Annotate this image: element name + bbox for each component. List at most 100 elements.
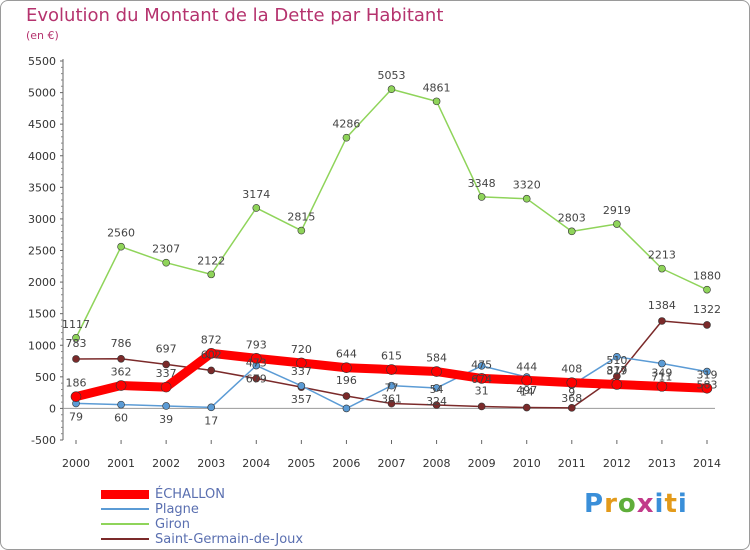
data-point-echallon (341, 362, 352, 374)
data-point-plagne (117, 400, 125, 409)
data-label: 473 (246, 357, 267, 370)
data-point-saint-germain-de-joux (207, 366, 216, 375)
data-label: 17 (204, 414, 218, 427)
data-point-giron (432, 97, 441, 106)
data-point-giron (252, 204, 261, 212)
data-label: 9 (568, 386, 575, 399)
data-point-giron (207, 270, 216, 279)
chart-subtitle: (en €) (26, 29, 59, 42)
y-tick-label: 4500 (28, 118, 56, 131)
data-label: 497 (516, 384, 537, 397)
y-tick-label: 5500 (28, 55, 56, 68)
data-label: 674 (471, 373, 492, 386)
data-point-echallon (250, 353, 262, 364)
data-point-plagne (342, 404, 351, 413)
data-point-giron (387, 85, 396, 94)
data-point-echallon (566, 377, 578, 388)
data-point-saint-germain-de-joux (432, 401, 441, 409)
x-tick-label: 2005 (287, 457, 315, 470)
data-point-echallon (115, 380, 127, 391)
x-tick-label: 2008 (423, 457, 451, 470)
data-label: 4861 (423, 81, 451, 94)
y-tick-label: 0 (49, 402, 56, 415)
data-label: 583 (697, 379, 718, 392)
data-label: 337 (291, 365, 312, 378)
x-tick-label: 2009 (468, 457, 496, 470)
data-label: 2307 (152, 243, 180, 256)
x-tick-label: 2012 (603, 457, 631, 470)
data-label: 324 (426, 395, 447, 408)
data-label: 14 (520, 386, 534, 399)
legend-label: Plagne (155, 502, 199, 517)
data-point-saint-germain-de-joux (387, 399, 396, 408)
x-tick-label: 2000 (62, 457, 90, 470)
data-point-echallon (701, 382, 713, 394)
data-point-echallon (70, 391, 82, 402)
data-point-echallon (431, 366, 442, 377)
data-label: 584 (426, 352, 447, 365)
data-point-echallon (205, 348, 217, 359)
data-point-echallon (296, 357, 307, 369)
data-label: 408 (561, 363, 582, 376)
data-point-saint-germain-de-joux (703, 321, 711, 329)
data-point-plagne (477, 362, 486, 370)
data-label: 337 (156, 367, 177, 380)
data-point-plagne (387, 381, 396, 390)
data-label: 2919 (603, 204, 631, 217)
y-tick-label: -500 (31, 434, 56, 447)
legend-swatch (101, 538, 149, 540)
x-tick-label: 2010 (513, 457, 541, 470)
x-tick-label: 2007 (378, 457, 406, 470)
data-point-giron (567, 227, 576, 236)
data-label: 1384 (648, 299, 676, 312)
x-tick-label: 2011 (558, 457, 586, 470)
data-label: 872 (201, 333, 222, 346)
data-point-saint-germain-de-joux (252, 374, 261, 383)
data-label: 77 (385, 382, 399, 395)
data-label: 357 (291, 393, 312, 406)
y-tick-label: 3500 (28, 181, 56, 194)
data-point-echallon (476, 373, 487, 384)
x-tick-label: 2001 (107, 457, 135, 470)
x-tick-label: 2003 (197, 457, 225, 470)
x-tick-label: 2002 (152, 457, 180, 470)
data-label: 379 (606, 364, 627, 377)
data-point-saint-germain-de-joux (342, 392, 351, 400)
data-point-giron (117, 242, 125, 251)
data-label: 615 (381, 350, 402, 363)
data-point-plagne (613, 353, 621, 361)
data-point-plagne (703, 367, 711, 376)
data-label: 79 (69, 410, 83, 423)
data-label: 783 (66, 337, 87, 350)
data-point-giron (613, 220, 621, 228)
data-label: 54 (430, 383, 444, 396)
data-label: 186 (66, 377, 87, 390)
data-label: 644 (336, 348, 357, 361)
data-label: 475 (471, 358, 492, 371)
data-point-giron (522, 194, 531, 203)
y-tick-label: 1500 (28, 308, 56, 321)
data-point-echallon (656, 381, 668, 392)
x-tick-label: 2006 (332, 457, 360, 470)
data-point-giron (703, 285, 711, 294)
x-tick-label: 2004 (242, 457, 270, 470)
data-label: 3320 (513, 179, 541, 192)
data-point-giron (342, 133, 351, 142)
data-label: 2560 (107, 227, 135, 240)
legend-swatch (101, 508, 149, 510)
legend-label: Saint-Germain-de-Joux (155, 532, 304, 547)
data-label: 679 (246, 373, 267, 386)
data-point-plagne (297, 382, 306, 390)
data-point-saint-germain-de-joux (522, 403, 531, 412)
legend-swatch (101, 523, 149, 525)
data-label: 793 (246, 338, 267, 351)
data-label: 2815 (287, 211, 315, 224)
legend-label: Giron (155, 517, 190, 532)
data-label: 196 (336, 374, 357, 387)
data-point-saint-germain-de-joux (162, 360, 170, 369)
y-tick-label: 5000 (28, 87, 56, 100)
data-point-giron (162, 258, 170, 267)
data-label: 444 (516, 360, 537, 373)
data-point-echallon (160, 381, 172, 393)
